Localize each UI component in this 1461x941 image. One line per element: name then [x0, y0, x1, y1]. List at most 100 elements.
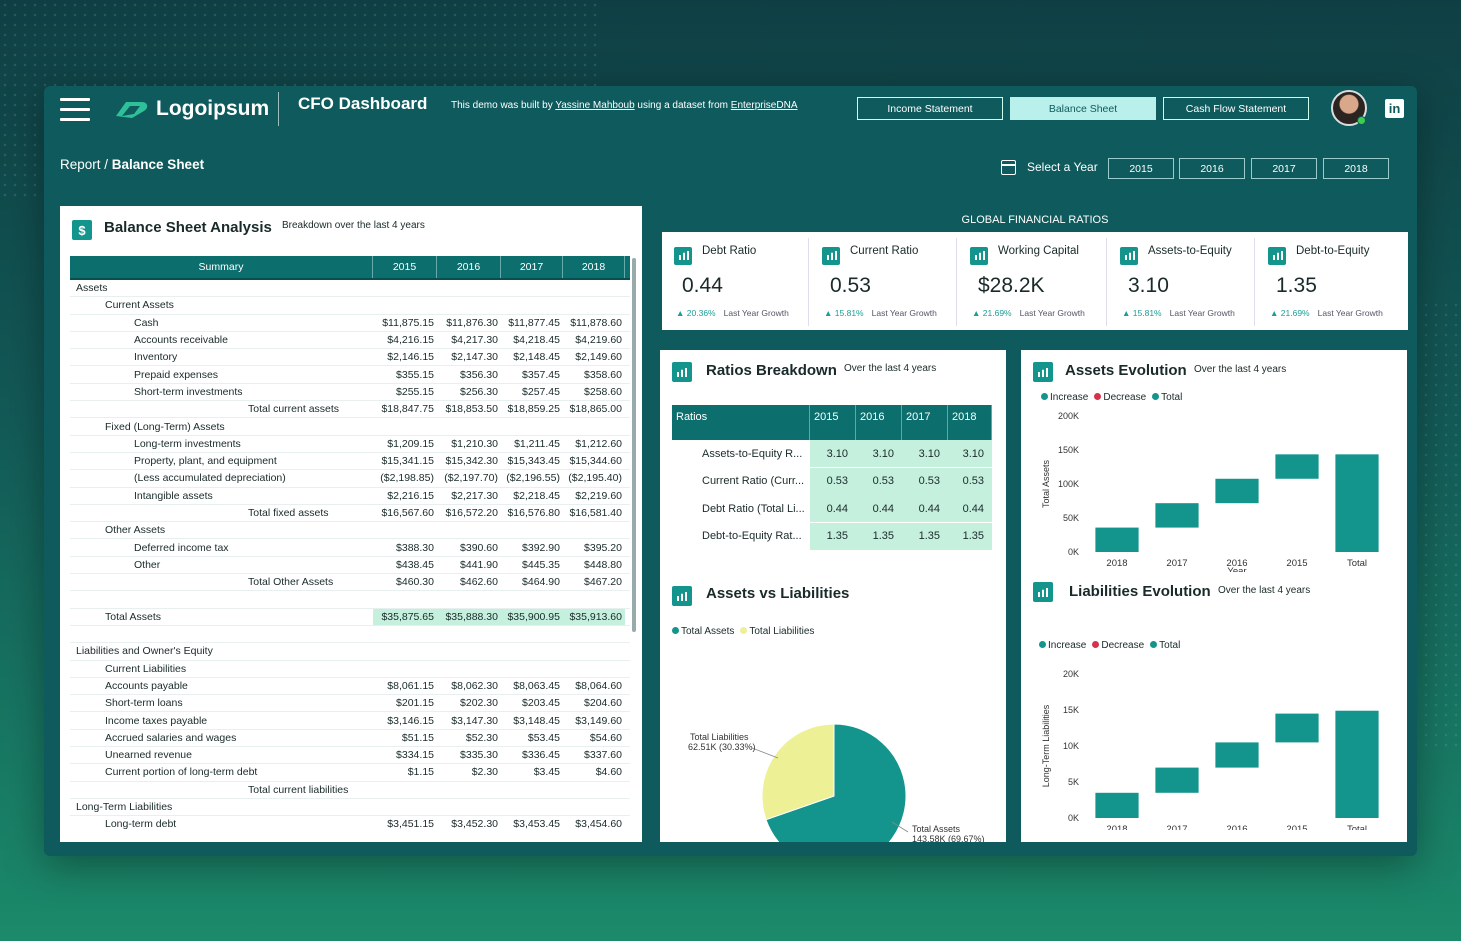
- table-cell: $448.80: [584, 558, 622, 571]
- column-header[interactable]: Summary: [70, 256, 373, 278]
- legend-item[interactable]: Increase: [1041, 392, 1088, 403]
- table-row[interactable]: Current Assets: [70, 297, 630, 315]
- kpi-card[interactable]: Working Capital $28.2K ▲ 21.69% Last Year G…: [958, 236, 1106, 328]
- row-label: Current portion of long-term debt: [105, 766, 258, 779]
- table-row[interactable]: Total Assets $35,875.65 $35,888.30 $35,900.…: [70, 608, 630, 626]
- table-row[interactable]: Assets: [70, 280, 630, 298]
- table-row[interactable]: Property, plant, and equipment $15,341.15…: [70, 453, 630, 471]
- waterfall-bar: [1335, 710, 1379, 818]
- table-row[interactable]: Short-term investments $255.15 $256.30 $257…: [70, 384, 630, 402]
- legend-item[interactable]: Total Liabilities: [740, 626, 814, 637]
- column-header[interactable]: 2016: [437, 256, 501, 278]
- legend-item[interactable]: Increase: [1039, 640, 1086, 651]
- table-row[interactable]: Debt-to-Equity Rat... 1.35 1.35 1.35 1.35: [672, 522, 992, 550]
- source-link[interactable]: EnterpriseDNA: [730, 100, 798, 111]
- table-row[interactable]: Unearned revenue $334.15 $335.30 $336.45 $33…: [70, 747, 630, 765]
- table-cell: 3.10: [810, 440, 856, 467]
- table-row[interactable]: Current portion of long-term debt $1.15 $2…: [70, 764, 630, 782]
- column-header[interactable]: 2018: [563, 256, 625, 278]
- table-row[interactable]: Current Liabilities: [70, 661, 630, 678]
- table-row[interactable]: Total current liabilities: [70, 782, 630, 799]
- table-row[interactable]: Total Other Assets $460.30 $462.60 $464.90 $…: [70, 574, 630, 592]
- kpi-card[interactable]: Debt-to-Equity 1.35 ▲ 21.69% Last Year Grow…: [1256, 236, 1404, 328]
- tab-cash-flow-statement[interactable]: Cash Flow Statement: [1163, 97, 1309, 120]
- table-row[interactable]: Intangible assets $2,216.15 $2,217.30 $2,21…: [70, 488, 630, 505]
- table-row[interactable]: Long-Term Liabilities: [70, 799, 630, 817]
- column-header[interactable]: 2018: [948, 405, 992, 440]
- breadcrumb-root[interactable]: Report /: [60, 157, 112, 172]
- table-row[interactable]: Deferred income tax $388.30 $390.60 $392.90…: [70, 539, 630, 557]
- table-row[interactable]: Income taxes payable $3,146.15 $3,147.30 $3…: [70, 712, 630, 730]
- table-row[interactable]: Inventory $2,146.15 $2,147.30 $2,148.45 $2,1…: [70, 349, 630, 367]
- legend-item[interactable]: Total: [1150, 640, 1180, 651]
- year-button-2017[interactable]: 2017: [1251, 158, 1317, 179]
- table-cell: $11,875.15: [382, 316, 434, 329]
- year-button-2016[interactable]: 2016: [1179, 158, 1245, 179]
- table-row[interactable]: Other Assets: [70, 522, 630, 540]
- kpi-card[interactable]: Assets-to-Equity 3.10 ▲ 15.81% Last Year Gr…: [1108, 236, 1256, 328]
- table-row[interactable]: Prepaid expenses $355.15 $356.30 $357.45 $35…: [70, 366, 630, 384]
- table-row[interactable]: Short-term loans $201.15 $202.30 $203.45 $20…: [70, 695, 630, 713]
- divider: [278, 92, 279, 126]
- legend-item[interactable]: Total: [1152, 392, 1182, 403]
- table-row[interactable]: Accounts receivable $4,216.15 $4,217.30 $4,…: [70, 332, 630, 350]
- column-header[interactable]: 2017: [501, 256, 563, 278]
- waterfall-chart-liabilities[interactable]: 20K 15K 10K 5K 0K Long-Term Liabilities 2018 20…: [1021, 650, 1407, 830]
- table-cell: [501, 643, 563, 659]
- table-scrollbar[interactable]: [632, 258, 636, 632]
- table-row[interactable]: Long-term investments $1,209.15 $1,210.30 $…: [70, 436, 630, 453]
- year-button-2015[interactable]: 2015: [1108, 158, 1174, 179]
- kpi-card[interactable]: Debt Ratio 0.44 ▲ 20.36% Last Year Growth: [662, 236, 810, 328]
- column-header[interactable]: 2015: [810, 405, 856, 440]
- table-row[interactable]: Accounts payable $8,061.15 $8,062.30 $8,063…: [70, 678, 630, 696]
- column-header[interactable]: 2017: [902, 405, 948, 440]
- kpi-card[interactable]: Current Ratio 0.53 ▲ 15.81% Last Year Growt…: [810, 236, 958, 328]
- table-row[interactable]: Accrued salaries and wages $51.15 $52.30 $5…: [70, 730, 630, 748]
- table-row[interactable]: Fixed (Long-Term) Assets: [70, 418, 630, 436]
- menu-icon[interactable]: [60, 98, 90, 122]
- table-cell: [563, 626, 625, 642]
- table-cell: $1.15: [407, 766, 434, 779]
- kpi-value: 1.35: [1276, 274, 1317, 297]
- table-cell: $2.30: [471, 766, 498, 779]
- author-link[interactable]: Yassine Mahboub: [555, 100, 635, 111]
- table-cell: [373, 522, 437, 538]
- table-row[interactable]: Other $438.45 $441.90 $445.35 $448.80: [70, 557, 630, 575]
- table-row[interactable]: Long-term debt $3,451.15 $3,452.30 $3,453.4…: [70, 816, 630, 832]
- year-filter-label: Select a Year: [1027, 160, 1098, 174]
- balance-sheet-table[interactable]: Summary 2015 2016 2017 2018 Assets Curren…: [70, 256, 630, 832]
- table-cell: $35,913.60: [563, 608, 625, 625]
- table-row[interactable]: Debt Ratio (Total Li... 0.44 0.44 0.44 0.44: [672, 495, 992, 522]
- table-row[interactable]: [70, 591, 630, 609]
- linkedin-icon[interactable]: in: [1385, 99, 1404, 118]
- tab-balance-sheet[interactable]: Balance Sheet: [1010, 97, 1156, 120]
- year-button-2018[interactable]: 2018: [1323, 158, 1389, 179]
- table-cell: $35,900.95: [501, 608, 563, 625]
- table-cell: [563, 280, 625, 296]
- row-label: Total Assets: [105, 610, 162, 623]
- column-header[interactable]: 2016: [856, 405, 902, 440]
- growth-value: ▲ 21.69%: [1270, 308, 1310, 318]
- legend-item[interactable]: Decrease: [1094, 392, 1146, 403]
- table-row[interactable]: Cash $11,875.15 $11,876.30 $11,877.45 $11,87…: [70, 315, 630, 332]
- column-header[interactable]: Ratios: [672, 405, 810, 440]
- table-cell: $467.20: [584, 576, 622, 589]
- waterfall-chart-assets[interactable]: 200K 150K 100K 50K 0K Total Assets 2018 2017 201…: [1021, 402, 1407, 572]
- table-row[interactable]: [70, 626, 630, 644]
- table-row[interactable]: Liabilities and Owner's Equity: [70, 643, 630, 661]
- table-cell: $8,063.45: [513, 679, 560, 692]
- column-header[interactable]: 2015: [373, 256, 437, 278]
- tab-income-statement[interactable]: Income Statement: [857, 97, 1003, 120]
- x-tick-label: 2015: [1286, 558, 1307, 569]
- kpi-value: 3.10: [1128, 274, 1169, 297]
- table-row[interactable]: (Less accumulated depreciation) ($2,198.8…: [70, 470, 630, 488]
- legend-item[interactable]: Total Assets: [672, 626, 734, 637]
- legend-item[interactable]: Decrease: [1092, 640, 1144, 651]
- table-row[interactable]: Total current assets $18,847.75 $18,853.50…: [70, 401, 630, 419]
- table-row[interactable]: Total fixed assets $16,567.60 $16,572.20 $1…: [70, 505, 630, 523]
- table-row[interactable]: Current Ratio (Curr... 0.53 0.53 0.53 0.53: [672, 467, 992, 495]
- row-label: Prepaid expenses: [134, 368, 219, 381]
- table-row[interactable]: Assets-to-Equity R... 3.10 3.10 3.10 3.10: [672, 440, 992, 467]
- growth-value: ▲ 15.81%: [824, 308, 864, 318]
